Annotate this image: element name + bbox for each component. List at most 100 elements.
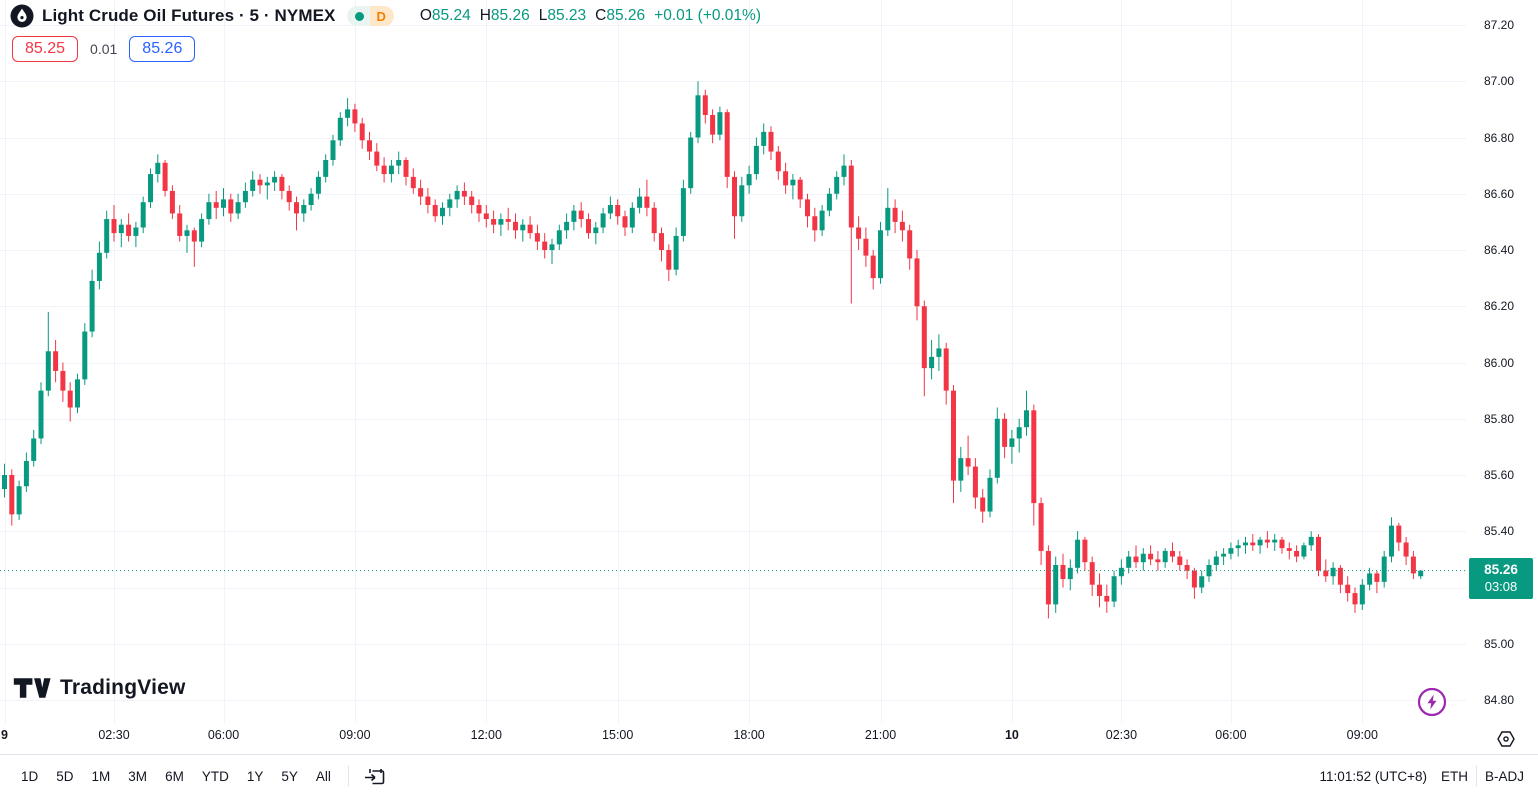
candle	[1381, 556, 1387, 582]
candle	[23, 460, 29, 487]
candle	[45, 351, 51, 391]
market-status-pill[interactable]: D	[347, 6, 394, 26]
candle	[381, 165, 387, 175]
goto-date-icon[interactable]	[361, 763, 387, 789]
candle	[498, 219, 504, 225]
candle	[1170, 550, 1175, 557]
candle	[1148, 553, 1154, 560]
range-button-1y[interactable]: 1Y	[246, 768, 264, 784]
price-axis-label: 85.40	[1484, 524, 1515, 539]
delayed-data-badge[interactable]: D	[370, 6, 394, 26]
oil-drop-icon	[10, 4, 34, 28]
candle	[812, 216, 818, 231]
price-axis-label: 87.00	[1484, 74, 1515, 89]
range-button-ytd[interactable]: YTD	[201, 768, 229, 784]
candle	[615, 205, 621, 217]
price-axis-label: 85.00	[1484, 636, 1515, 651]
candle	[82, 331, 88, 380]
candle	[513, 221, 518, 231]
candle	[221, 199, 226, 208]
time-axis-label: 02:30	[1105, 728, 1138, 742]
candle	[89, 280, 95, 332]
candle	[834, 176, 840, 194]
time-axis[interactable]: 9 02:30 06:00 09:00 12:00 15:00 18:00 21:00 10 02…	[0, 723, 1538, 754]
candle	[972, 466, 978, 498]
buy-button[interactable]: 85.26	[129, 36, 196, 62]
candle	[921, 306, 927, 369]
range-button-5y[interactable]: 5Y	[281, 768, 298, 784]
candle	[1308, 536, 1314, 546]
candle	[1082, 539, 1088, 563]
candle	[790, 179, 796, 186]
lightning-boost-icon[interactable]	[1417, 687, 1447, 717]
candle	[16, 486, 22, 515]
range-button-1d[interactable]: 1D	[21, 768, 39, 784]
candle	[1016, 427, 1022, 439]
session-eth-button[interactable]: ETH	[1440, 768, 1468, 784]
candle	[527, 224, 533, 234]
chart-plot-area[interactable]	[0, 0, 1466, 723]
candle	[936, 348, 942, 357]
candle	[1126, 556, 1132, 568]
candle	[126, 224, 132, 236]
candle	[899, 221, 905, 231]
candle	[768, 131, 774, 152]
date-range-switcher: 1D 5D 1M 3M 6M YTD 1Y 5Y All	[0, 763, 387, 789]
candle	[688, 137, 694, 189]
change-value: +0.01 (+0.01%)	[654, 7, 761, 24]
candle	[564, 221, 570, 231]
symbol-title[interactable]: Light Crude Oil Futures · 5 · NYMEX	[42, 6, 336, 25]
candle	[1257, 539, 1263, 546]
tradingview-logo[interactable]: TradingView	[13, 676, 186, 700]
candle	[1162, 550, 1168, 563]
candle	[140, 202, 146, 228]
candle	[885, 207, 891, 231]
candle	[257, 179, 263, 186]
candle	[1221, 553, 1227, 557]
candle	[1184, 565, 1190, 571]
time-axis-label: 06:00	[207, 728, 240, 742]
candle	[724, 112, 730, 177]
range-button-3m[interactable]: 3M	[128, 768, 148, 784]
hexagon-settings-icon[interactable]	[1494, 727, 1518, 751]
price-axis-label: 87.20	[1484, 18, 1515, 32]
back-adjustment-button[interactable]: B-ADJ	[1484, 768, 1524, 784]
clock-timezone-button[interactable]: 11:01:52 (UTC+8)	[1319, 768, 1427, 784]
price-axis[interactable]: 85.26 03:08 87.20 87.00 86.80 86.60 86.40 86.…	[1466, 0, 1538, 723]
candle	[1337, 567, 1343, 585]
range-button-1m[interactable]: 1M	[91, 768, 111, 784]
trade-buttons: 85.25 0.01 85.26	[12, 36, 196, 62]
time-axis-label: 02:30	[98, 728, 130, 742]
candle	[1045, 550, 1051, 605]
sell-button[interactable]: 85.25	[12, 36, 79, 62]
candle	[396, 160, 402, 166]
candle	[1067, 567, 1073, 580]
candle	[388, 165, 394, 175]
candle	[775, 151, 781, 172]
price-axis-label: 86.40	[1484, 243, 1515, 257]
candle	[710, 115, 716, 135]
candle	[586, 219, 591, 234]
candle	[330, 140, 336, 160]
candle	[352, 109, 358, 124]
range-button-6m[interactable]: 6M	[165, 768, 184, 784]
range-button-all[interactable]: All	[315, 768, 331, 784]
range-button-5d[interactable]: 5D	[56, 768, 74, 784]
candle	[286, 190, 292, 203]
symbol-header: Light Crude Oil Futures · 5 · NYMEX D O8…	[10, 4, 761, 28]
candle	[476, 205, 482, 214]
candle	[629, 207, 635, 228]
candle	[1323, 570, 1329, 577]
candle	[2, 475, 7, 490]
candle	[1075, 539, 1081, 568]
bar-countdown: 03:08	[1484, 578, 1518, 594]
bottom-toolbar: 1D 5D 1M 3M 6M YTD 1Y 5Y All 11:01:52 (UTC+8) ET…	[0, 754, 1538, 797]
candle	[337, 117, 343, 141]
candle	[308, 193, 314, 205]
candle	[1024, 410, 1029, 428]
candle	[111, 219, 117, 234]
candle	[323, 160, 329, 177]
candle	[1155, 559, 1161, 563]
time-axis-label: 21:00	[864, 728, 897, 742]
